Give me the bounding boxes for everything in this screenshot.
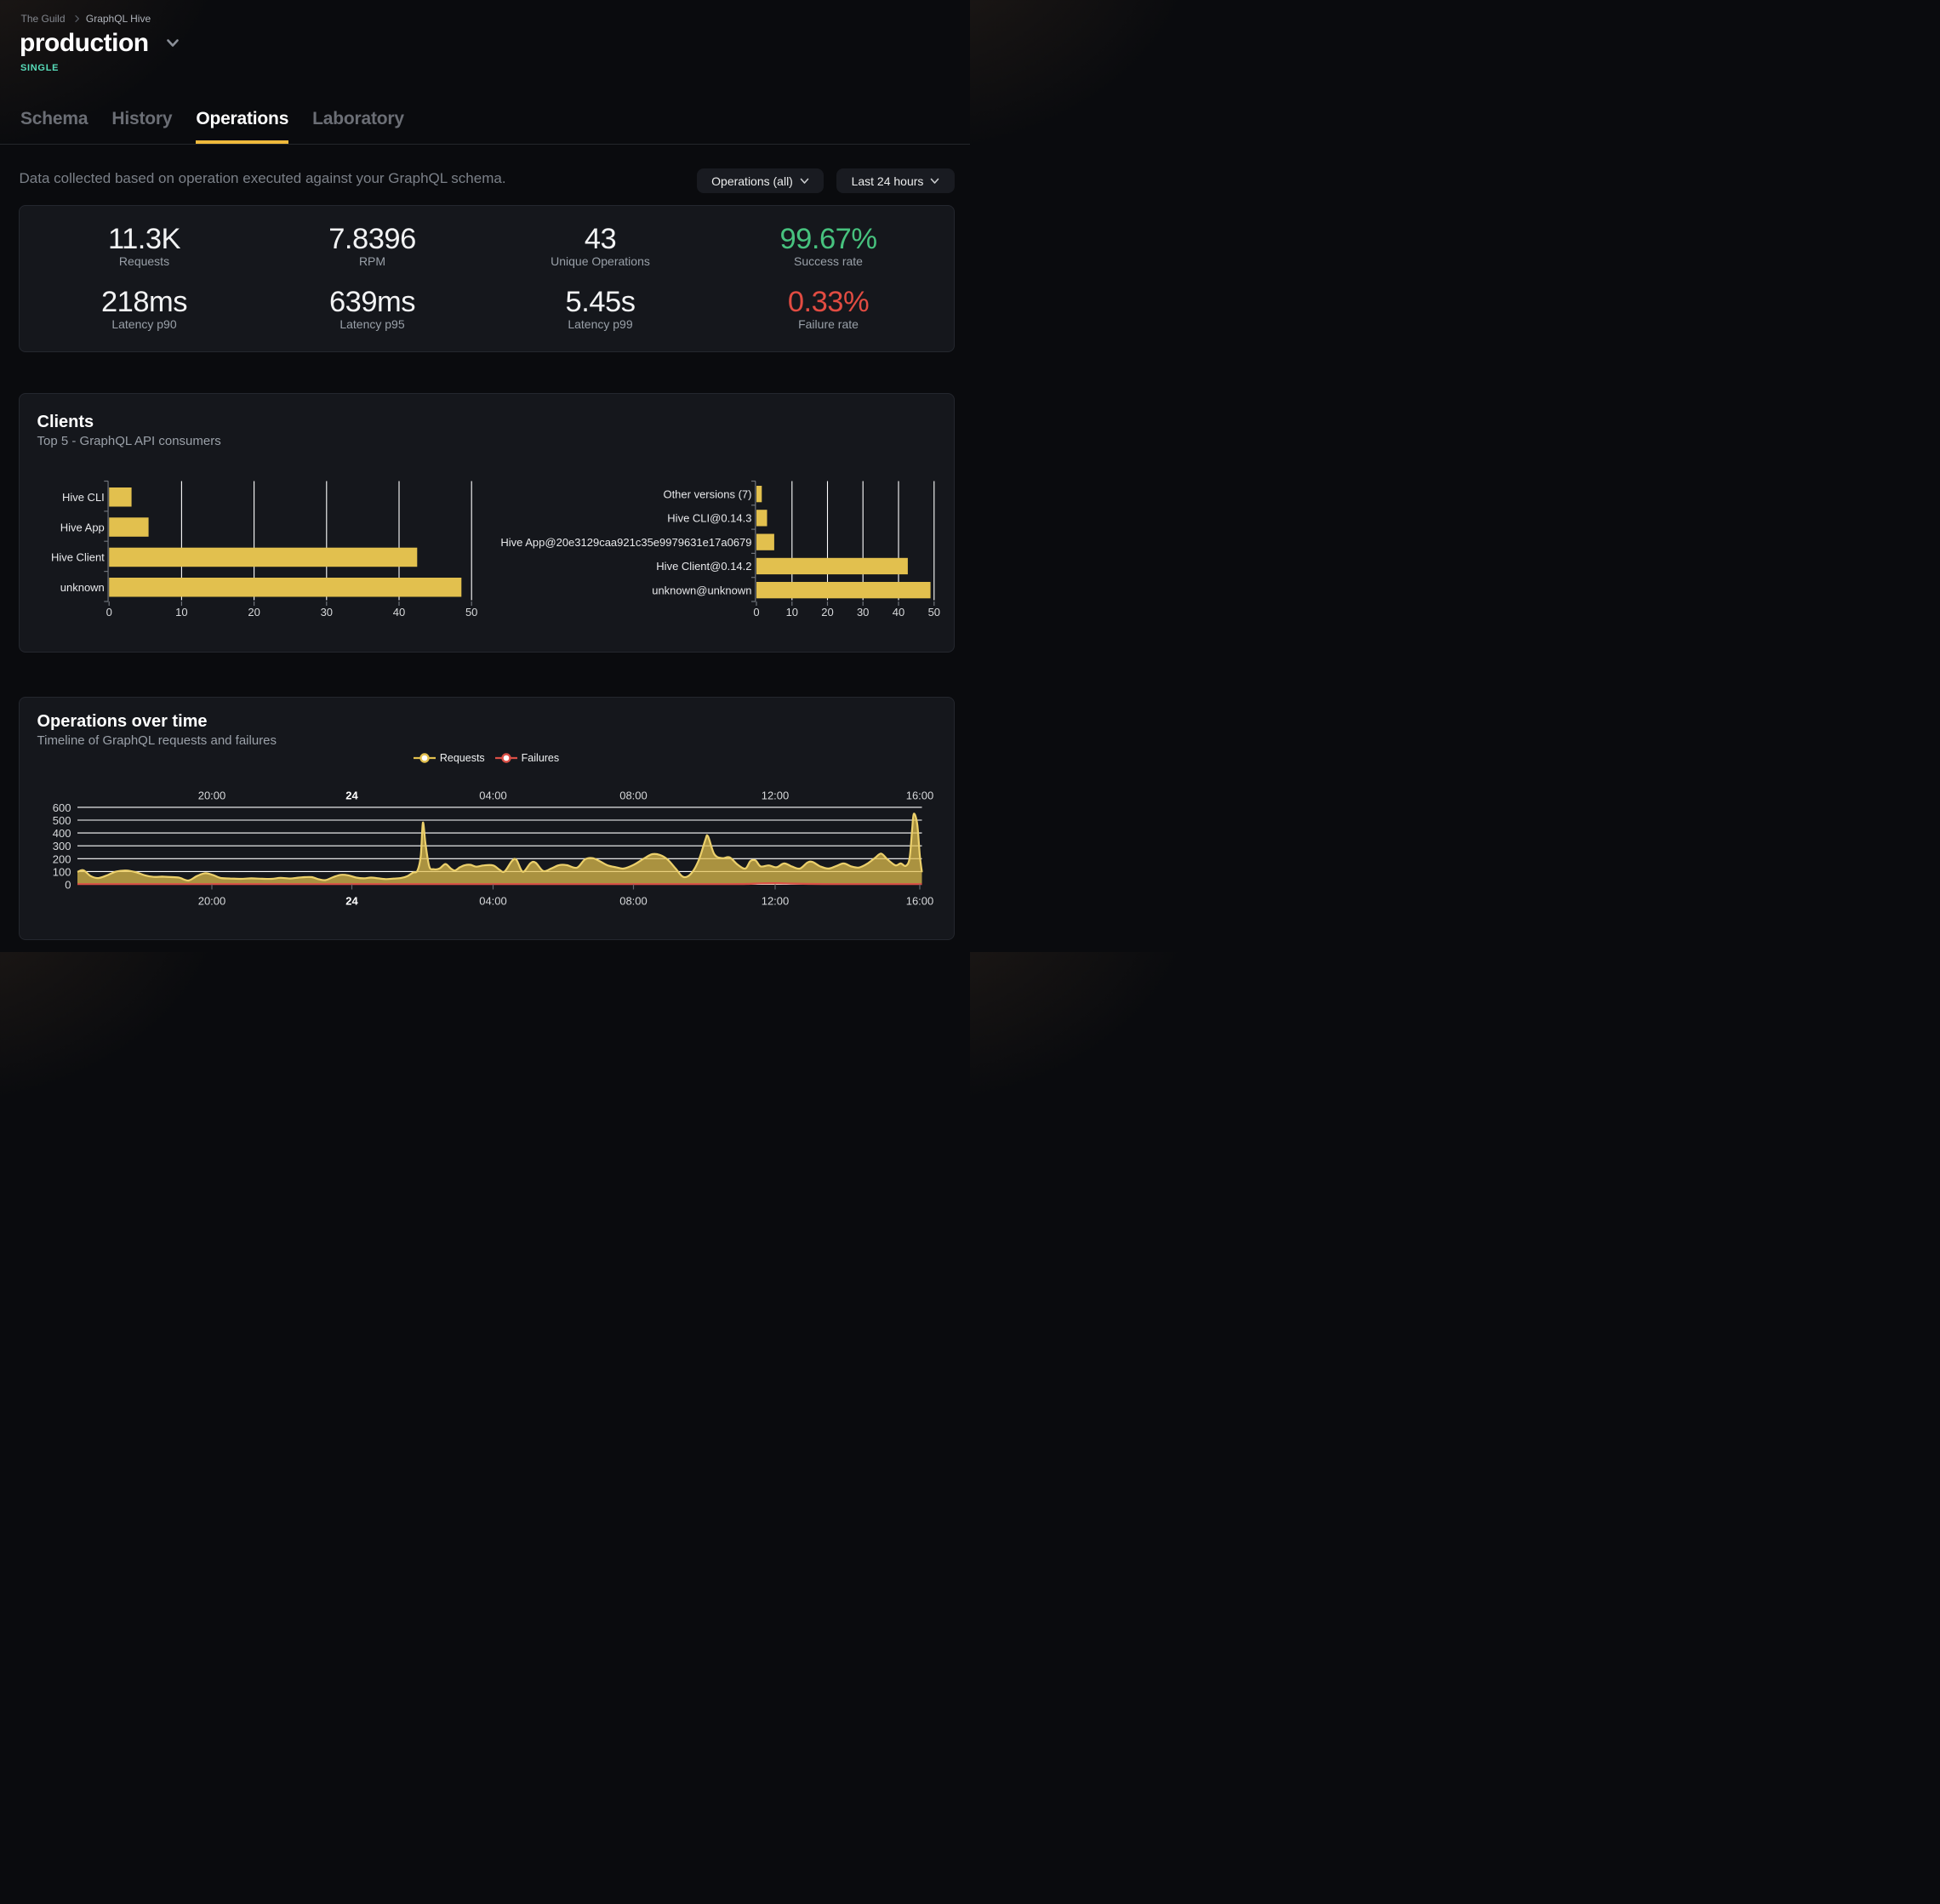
svg-text:04:00: 04:00 bbox=[479, 789, 507, 801]
svg-text:Other versions (7): Other versions (7) bbox=[663, 487, 751, 500]
svg-text:50: 50 bbox=[927, 606, 939, 619]
svg-text:10: 10 bbox=[785, 606, 797, 619]
svg-text:200: 200 bbox=[52, 852, 71, 865]
svg-text:10: 10 bbox=[175, 606, 187, 619]
svg-text:Hive Client: Hive Client bbox=[50, 551, 104, 564]
svg-text:20: 20 bbox=[248, 606, 260, 619]
svg-text:Hive Client@0.14.2: Hive Client@0.14.2 bbox=[656, 560, 751, 573]
svg-text:12:00: 12:00 bbox=[761, 789, 789, 801]
svg-text:unknown@unknown: unknown@unknown bbox=[652, 584, 751, 596]
svg-text:500: 500 bbox=[52, 814, 71, 827]
svg-text:Hive App@20e3129caa921c35e9979: Hive App@20e3129caa921c35e9979631e17a067… bbox=[500, 536, 751, 549]
svg-text:30: 30 bbox=[856, 606, 868, 619]
svg-text:24: 24 bbox=[345, 894, 358, 907]
svg-text:Hive CLI@0.14.3: Hive CLI@0.14.3 bbox=[667, 512, 751, 525]
svg-text:0: 0 bbox=[106, 606, 111, 619]
svg-text:unknown: unknown bbox=[60, 581, 104, 594]
svg-text:400: 400 bbox=[52, 827, 71, 840]
svg-text:Hive App: Hive App bbox=[60, 521, 104, 533]
svg-text:16:00: 16:00 bbox=[905, 789, 933, 801]
svg-text:20:00: 20:00 bbox=[197, 894, 225, 907]
svg-text:08:00: 08:00 bbox=[619, 789, 648, 801]
svg-text:30: 30 bbox=[320, 606, 332, 619]
svg-text:0: 0 bbox=[753, 606, 759, 619]
svg-text:04:00: 04:00 bbox=[479, 894, 507, 907]
svg-text:24: 24 bbox=[345, 789, 358, 801]
svg-text:40: 40 bbox=[392, 606, 404, 619]
svg-text:600: 600 bbox=[52, 801, 71, 813]
svg-text:08:00: 08:00 bbox=[619, 894, 648, 907]
svg-text:20:00: 20:00 bbox=[197, 789, 225, 801]
svg-text:0: 0 bbox=[65, 878, 71, 891]
svg-text:100: 100 bbox=[52, 865, 71, 878]
svg-text:Hive CLI: Hive CLI bbox=[61, 491, 104, 504]
svg-text:40: 40 bbox=[892, 606, 904, 619]
svg-text:16:00: 16:00 bbox=[905, 894, 933, 907]
svg-text:50: 50 bbox=[465, 606, 476, 619]
svg-text:300: 300 bbox=[52, 840, 71, 852]
svg-text:20: 20 bbox=[821, 606, 833, 619]
svg-text:12:00: 12:00 bbox=[761, 894, 789, 907]
